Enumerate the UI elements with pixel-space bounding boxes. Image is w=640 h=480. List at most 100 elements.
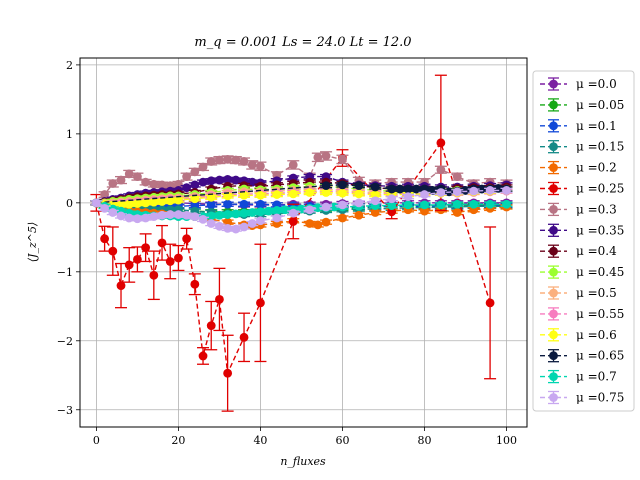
data-point <box>108 208 118 217</box>
legend-entry: μ =0.05 <box>540 98 624 112</box>
data-point <box>157 180 167 190</box>
data-point <box>247 160 257 170</box>
data-point <box>223 217 233 227</box>
data-point <box>420 200 429 210</box>
legend-marker <box>549 205 558 214</box>
legend-entry: μ =0.5 <box>540 286 617 300</box>
data-point <box>116 211 126 221</box>
legend-marker <box>549 100 558 110</box>
data-point <box>272 213 282 223</box>
data-point <box>387 207 397 217</box>
x-tick-label: 100 <box>496 434 517 447</box>
data-point <box>502 186 511 195</box>
data-point <box>182 183 192 193</box>
x-tick-label: 60 <box>335 434 349 447</box>
data-point <box>321 181 331 190</box>
data-point <box>157 210 167 220</box>
data-point <box>247 219 257 228</box>
data-point <box>354 189 364 199</box>
data-point <box>108 246 118 256</box>
data-point <box>313 152 323 162</box>
data-point <box>256 298 265 308</box>
data-point <box>247 208 257 217</box>
data-point <box>354 210 364 220</box>
data-point <box>149 197 159 207</box>
legend-label: μ =0.0 <box>576 77 617 91</box>
y-axis-label: ⟨J_z^5⟩ <box>26 222 39 263</box>
data-point <box>420 206 429 216</box>
data-point <box>354 198 364 208</box>
data-point <box>264 206 274 216</box>
data-point <box>247 177 257 187</box>
data-point <box>141 213 151 223</box>
legend-entry: μ =0.35 <box>540 223 624 237</box>
data-point <box>141 243 151 253</box>
legend-label: μ =0.55 <box>576 307 624 321</box>
series-5 <box>90 74 497 412</box>
data-point <box>124 213 134 223</box>
x-tick-label: 80 <box>417 434 431 447</box>
data-point <box>206 321 216 331</box>
legend-marker <box>549 142 558 152</box>
legend-label: μ =0.1 <box>576 119 617 133</box>
data-point <box>239 332 249 342</box>
data-point <box>231 209 241 219</box>
data-point <box>452 208 462 217</box>
data-point <box>420 190 429 199</box>
data-point <box>256 161 265 171</box>
axis-ticks: 0 20 40 60 80 100 −3 −2 −1 0 1 2 <box>57 59 517 447</box>
legend-frame <box>532 70 635 412</box>
data-point <box>223 174 233 184</box>
data-point <box>215 175 224 185</box>
data-point <box>239 208 249 218</box>
legend-marker <box>549 393 558 402</box>
data-point <box>288 217 298 226</box>
data-point <box>436 188 446 197</box>
data-point <box>215 155 224 165</box>
legend-label: μ =0.3 <box>576 202 617 216</box>
data-point <box>461 186 470 195</box>
data-point <box>321 151 331 161</box>
data-point <box>272 190 282 199</box>
data-point <box>100 203 110 213</box>
data-point <box>338 154 347 164</box>
data-point <box>124 169 134 179</box>
data-point <box>190 180 200 190</box>
x-axis-label: n_fluxes <box>280 455 326 468</box>
data-point <box>206 211 216 221</box>
data-point <box>485 199 495 209</box>
data-point <box>223 223 233 233</box>
data-point <box>206 157 216 166</box>
data-point <box>436 165 446 175</box>
data-point <box>370 190 380 199</box>
data-point <box>256 216 265 226</box>
legend-entry: μ =0.45 <box>540 265 624 279</box>
legend-marker <box>549 225 558 235</box>
y-tick-label: 2 <box>66 59 73 72</box>
data-point <box>502 199 511 209</box>
data-point <box>223 199 233 209</box>
data-point <box>215 210 224 220</box>
data-point <box>329 202 339 212</box>
legend-marker <box>549 351 558 361</box>
legend-entry: μ =0.0 <box>540 77 617 91</box>
data-point <box>231 175 241 185</box>
data-point <box>321 217 331 227</box>
data-point <box>133 172 142 182</box>
legend-label: μ =0.25 <box>576 182 624 196</box>
data-point <box>157 197 167 206</box>
data-point <box>174 179 183 189</box>
y-tick-label: −2 <box>57 335 73 348</box>
legend-entry: μ =0.1 <box>540 119 617 133</box>
data-point <box>370 182 380 192</box>
data-point <box>124 260 134 270</box>
data-point <box>403 184 413 194</box>
legend-label: μ =0.65 <box>576 349 624 363</box>
data-point <box>190 279 200 289</box>
data-point <box>149 270 159 280</box>
data-point <box>231 224 241 234</box>
data-point <box>133 214 142 224</box>
data-point <box>149 179 159 189</box>
data-point <box>231 155 241 165</box>
